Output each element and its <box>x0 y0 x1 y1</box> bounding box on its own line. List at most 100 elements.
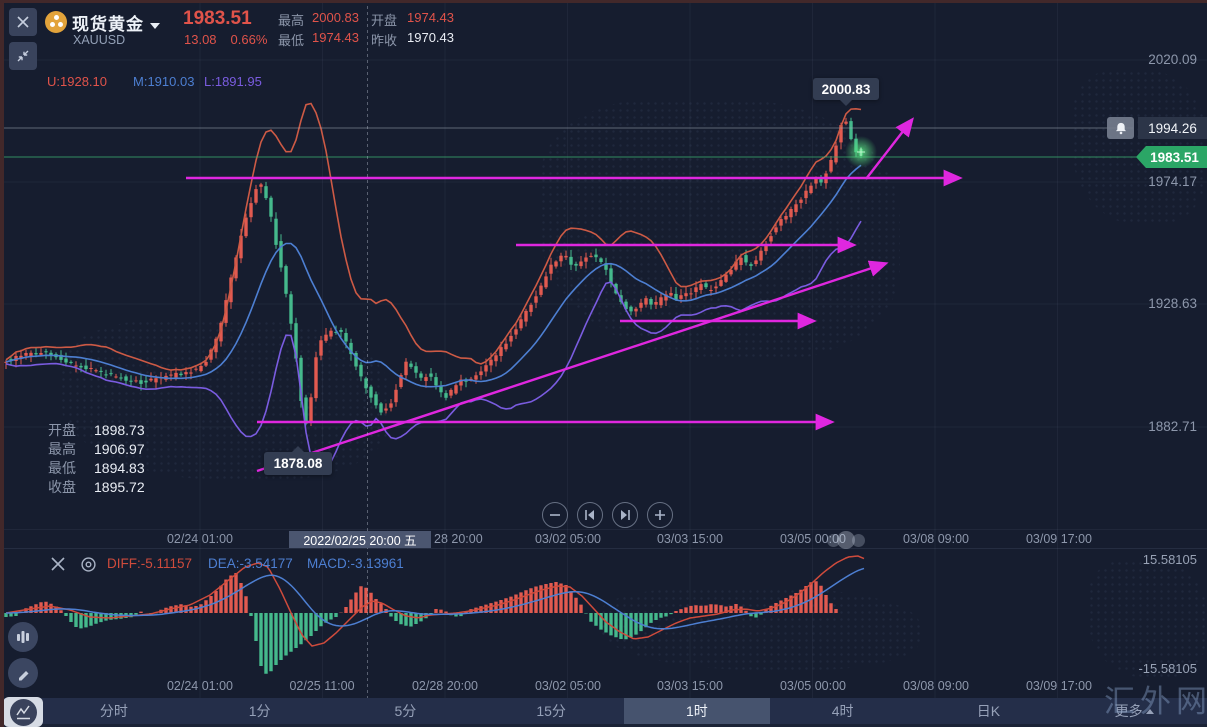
ohlc-low-value: 1894.83 <box>94 460 145 476</box>
current-price-tag: 1983.51 <box>1136 146 1207 168</box>
chart-style-button[interactable] <box>3 697 43 727</box>
close-button[interactable] <box>9 8 37 36</box>
alert-price-label: 1994.26 <box>1138 117 1207 139</box>
symbol-code: XAUUSD <box>73 33 126 47</box>
gold-coin-icon <box>45 11 67 33</box>
ohlc-high-label: 最高 <box>48 441 76 457</box>
x-axis-label: 03/05 00:00 <box>779 532 847 546</box>
trend-line-icon <box>15 705 30 719</box>
dot-map-pattern <box>540 100 900 360</box>
macd-x-axis-label: 03/09 17:00 <box>1025 679 1093 693</box>
skip-end-icon <box>621 510 630 520</box>
scroll-indicator[interactable] <box>827 534 840 547</box>
price-change: 13.08 0.66% <box>184 32 268 47</box>
macd-x-axis-label: 02/24 01:00 <box>166 679 234 693</box>
ohlc-open-label: 开盘 <box>48 422 76 438</box>
stat-low-value: 1974.43 <box>312 30 359 45</box>
indicator-tool-button[interactable] <box>8 622 38 652</box>
dot-map-pattern <box>1088 560 1207 678</box>
skip-start-icon <box>585 510 594 520</box>
y-axis-label: 2020.09 <box>1148 52 1197 67</box>
ohlc-open-value: 1898.73 <box>94 422 145 438</box>
timeframe-bar: 分时 1分 5分 15分 1时 4时 日K 更多 <box>0 698 1207 727</box>
timeframe-tab-1分[interactable]: 1分 <box>248 703 271 719</box>
macd-macd-value: MACD:-3.13961 <box>307 556 404 571</box>
macd-x-axis-label: 03/08 09:00 <box>902 679 970 693</box>
timeframe-tab-4时[interactable]: 4时 <box>831 703 854 719</box>
stat-low-label: 最低 <box>278 33 305 48</box>
symbol-name[interactable]: 现货黄金 <box>72 10 160 35</box>
close-icon <box>17 16 29 28</box>
close-icon <box>51 557 65 571</box>
x-axis-label: 02/24 01:00 <box>166 532 234 546</box>
collapse-button[interactable] <box>9 42 37 70</box>
dot-map-pattern <box>600 588 920 670</box>
stat-prevclose-label: 昨收 <box>371 33 398 48</box>
skip-to-end-button[interactable] <box>612 502 638 528</box>
zoom-out-button[interactable] <box>542 502 568 528</box>
window-edge <box>0 0 1207 3</box>
pencil-icon <box>18 670 28 680</box>
plus-icon <box>655 510 665 520</box>
ohlc-low-label: 最低 <box>48 460 76 476</box>
y-axis-label: 1928.63 <box>1148 296 1197 311</box>
timeframe-tab-1时[interactable]: 1时 <box>624 698 770 724</box>
crosshair-date-tooltip: 2022/02/25 20:00 五 <box>289 531 431 548</box>
gear-icon <box>81 557 96 572</box>
minus-icon <box>550 514 560 516</box>
boll-upper-value: U:1928.10 <box>47 74 107 89</box>
x-axis-label: 03/03 15:00 <box>656 532 724 546</box>
macd-settings-button[interactable] <box>80 556 98 574</box>
dropdown-caret-icon <box>150 22 160 29</box>
low-price-tooltip: 1878.08 <box>264 446 332 475</box>
timeframe-tab-更多[interactable]: 更多 <box>1061 698 1207 724</box>
window-edge <box>0 0 4 727</box>
y-axis-label: 1974.17 <box>1148 174 1197 189</box>
macd-x-axis-label: 02/25 11:00 <box>289 679 355 693</box>
macd-diff-value: DIFF:-5.11157 <box>107 556 193 571</box>
stat-open-value: 1974.43 <box>407 10 454 25</box>
last-price: 1983.51 <box>183 8 252 29</box>
stat-high-value: 2000.83 <box>312 10 359 25</box>
scroll-indicator[interactable] <box>837 531 855 549</box>
high-price-tooltip: 2000.83 <box>813 78 879 106</box>
bell-icon <box>1115 122 1126 134</box>
macd-x-axis-label: 02/28 20:00 <box>411 679 479 693</box>
boll-mid-value: M:1910.03 <box>133 74 195 89</box>
x-axis-label-partial: 28 20:00 <box>434 532 483 546</box>
scroll-indicator[interactable] <box>852 534 865 547</box>
ohlc-close-value: 1895.72 <box>94 479 145 495</box>
collapse-arrows-icon <box>17 50 29 62</box>
macd-dea-value: DEA:-3.54177 <box>208 556 293 571</box>
y-axis-label: 1882.71 <box>1148 419 1197 434</box>
candlestick-chart[interactable] <box>0 0 1207 698</box>
skip-to-start-button[interactable] <box>577 502 603 528</box>
stat-prevclose-value: 1970.43 <box>407 30 454 45</box>
timeframe-tab-日K[interactable]: 日K <box>976 703 1001 719</box>
zoom-in-button[interactable] <box>647 502 673 528</box>
macd-x-axis-label: 03/03 15:00 <box>656 679 724 693</box>
boll-lower-value: L:1891.95 <box>204 74 262 89</box>
timeframe-tabs: 分时 1分 5分 15分 1时 4时 日K 更多 <box>41 698 1207 724</box>
x-axis-label: 03/08 09:00 <box>902 532 970 546</box>
ohlc-high-value: 1906.97 <box>94 441 145 457</box>
macd-x-axis-label: 03/02 05:00 <box>534 679 602 693</box>
ohlc-hover-tooltip: 开盘 1898.73 最高 1906.97 最低 1894.83 收盘 1895.72 <box>48 421 145 497</box>
timeframe-tab-分时[interactable]: 分时 <box>99 703 128 719</box>
price-alert-bell[interactable] <box>1107 117 1134 139</box>
draw-tool-button[interactable] <box>8 658 38 688</box>
timeframe-tab-5分[interactable]: 5分 <box>394 703 417 719</box>
x-axis-label: 03/09 17:00 <box>1025 532 1093 546</box>
stat-high-label: 最高 <box>278 13 305 28</box>
macd-x-axis-label: 03/05 00:00 <box>779 679 847 693</box>
macd-y-min: -15.58105 <box>1138 661 1197 676</box>
x-axis-label: 03/02 05:00 <box>534 532 602 546</box>
volume-bars-icon <box>17 631 29 643</box>
macd-close-button[interactable] <box>50 556 68 574</box>
macd-y-max: 15.58105 <box>1142 552 1197 567</box>
ohlc-close-label: 收盘 <box>48 479 76 495</box>
timeframe-tab-15分[interactable]: 15分 <box>536 703 566 719</box>
more-arrow-icon <box>1145 708 1154 714</box>
stat-open-label: 开盘 <box>371 13 398 28</box>
